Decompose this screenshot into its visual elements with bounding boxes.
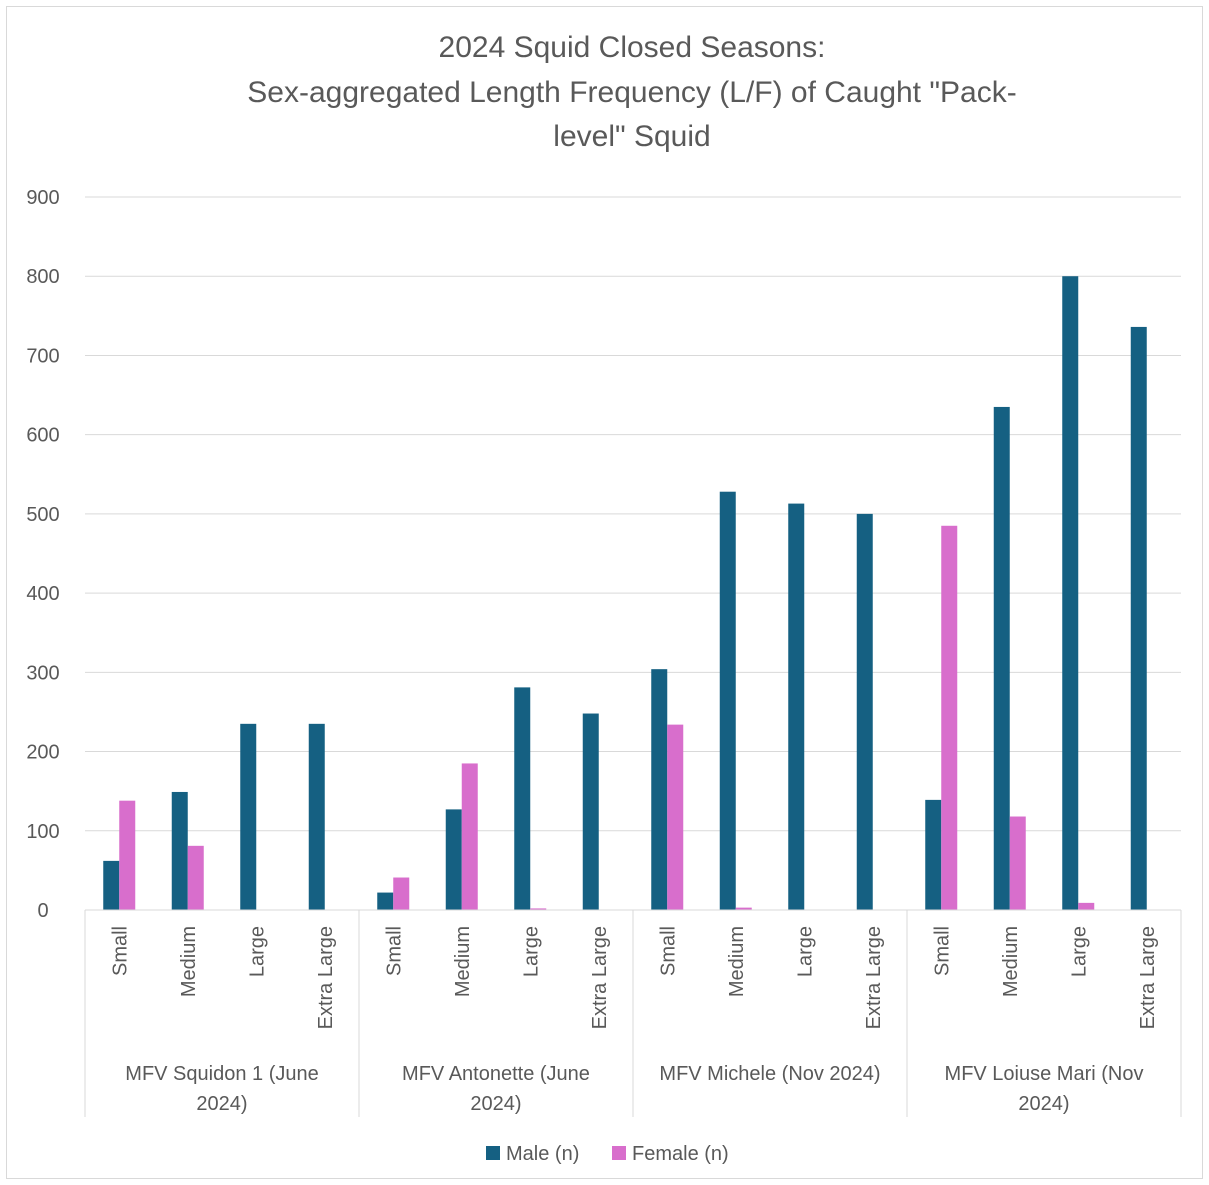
x-category-label: Extra Large: [1137, 926, 1159, 1029]
x-category-label: Large: [520, 926, 542, 977]
x-group-label: MFV Loiuse Mari (Nov: [945, 1063, 1144, 1085]
bar-female: [393, 877, 410, 910]
chart-subtitle-line-1: Sex-aggregated Length Frequency (L/F) of…: [247, 76, 1016, 109]
bar-female: [941, 525, 958, 910]
bar-male: [514, 687, 531, 910]
bars: [103, 276, 1147, 910]
x-category-label: Extra Large: [315, 926, 337, 1029]
y-axis-tick-labels: 0 100 200 300 400 500 600 700 800 900: [26, 187, 59, 922]
x-category-label: Small: [657, 926, 679, 976]
bar-male: [651, 669, 668, 910]
x-group-label: 2024): [470, 1093, 521, 1115]
chart-subtitle-line-2: level" Squid: [553, 120, 710, 153]
x-group-label: 2024): [1018, 1093, 1069, 1115]
bar-male: [582, 713, 599, 910]
bar-male: [856, 513, 873, 910]
x-category-label: Medium: [452, 926, 474, 997]
y-tick-label: 700: [26, 345, 59, 367]
x-group-label: MFV Squidon 1 (June: [125, 1063, 318, 1085]
chart-title-group: 2024 Squid Closed Seasons: Sex-aggregate…: [247, 31, 1016, 153]
bar-male: [993, 406, 1010, 910]
y-tick-label: 0: [37, 900, 48, 922]
bar-female: [1009, 816, 1026, 910]
bar-male: [103, 860, 120, 910]
y-tick-label: 200: [26, 742, 59, 764]
bar-male: [719, 491, 736, 910]
x-category-label: Small: [931, 926, 953, 976]
bar-male: [445, 809, 462, 910]
bar-female: [735, 907, 752, 910]
y-tick-label: 800: [26, 266, 59, 288]
bar-female: [667, 724, 684, 910]
bar-female: [119, 800, 136, 910]
x-category-label: Large: [794, 926, 816, 977]
legend: Male (n) Female (n): [486, 1143, 729, 1165]
chart-frame: [6, 6, 1203, 1179]
x-category-label: Small: [383, 926, 405, 976]
x-category-label: Large: [1068, 926, 1090, 977]
y-tick-label: 900: [26, 187, 59, 209]
y-tick-label: 500: [26, 504, 59, 526]
bar-male: [788, 503, 805, 910]
legend-swatch: [612, 1146, 626, 1160]
y-tick-label: 600: [26, 425, 59, 447]
x-group-label: 2024): [196, 1093, 247, 1115]
bar-female: [187, 845, 204, 910]
bar-male: [308, 723, 325, 910]
x-category-label: Extra Large: [589, 926, 611, 1029]
legend-label: Female (n): [632, 1143, 729, 1165]
legend-swatch: [486, 1146, 500, 1160]
bar-male: [171, 791, 188, 910]
bar-female: [530, 908, 547, 910]
x-category-label: Small: [109, 926, 131, 976]
x-axis: Small Medium Large Extra Large MFV Squidon 1…: [84, 909, 1182, 1117]
x-group-label: MFV Michele (Nov 2024): [659, 1063, 880, 1085]
x-category-label: Large: [246, 926, 268, 977]
x-category-label: Medium: [178, 926, 200, 997]
bar-male: [1130, 326, 1147, 910]
bar-male: [377, 892, 394, 910]
bar-female: [461, 763, 478, 910]
x-category-label: Medium: [1000, 926, 1022, 997]
bar-male: [1062, 276, 1079, 910]
bar-female: [1078, 902, 1095, 910]
x-category-label: Medium: [726, 926, 748, 997]
chart-title: 2024 Squid Closed Seasons:: [439, 31, 826, 64]
y-tick-label: 300: [26, 662, 59, 684]
y-tick-label: 100: [26, 821, 59, 843]
x-group-label: MFV Antonette (June: [402, 1063, 590, 1085]
bar-male: [925, 799, 942, 910]
bar-male: [240, 723, 257, 910]
legend-label: Male (n): [506, 1143, 579, 1165]
y-tick-label: 400: [26, 583, 59, 605]
x-category-label: Extra Large: [863, 926, 885, 1029]
